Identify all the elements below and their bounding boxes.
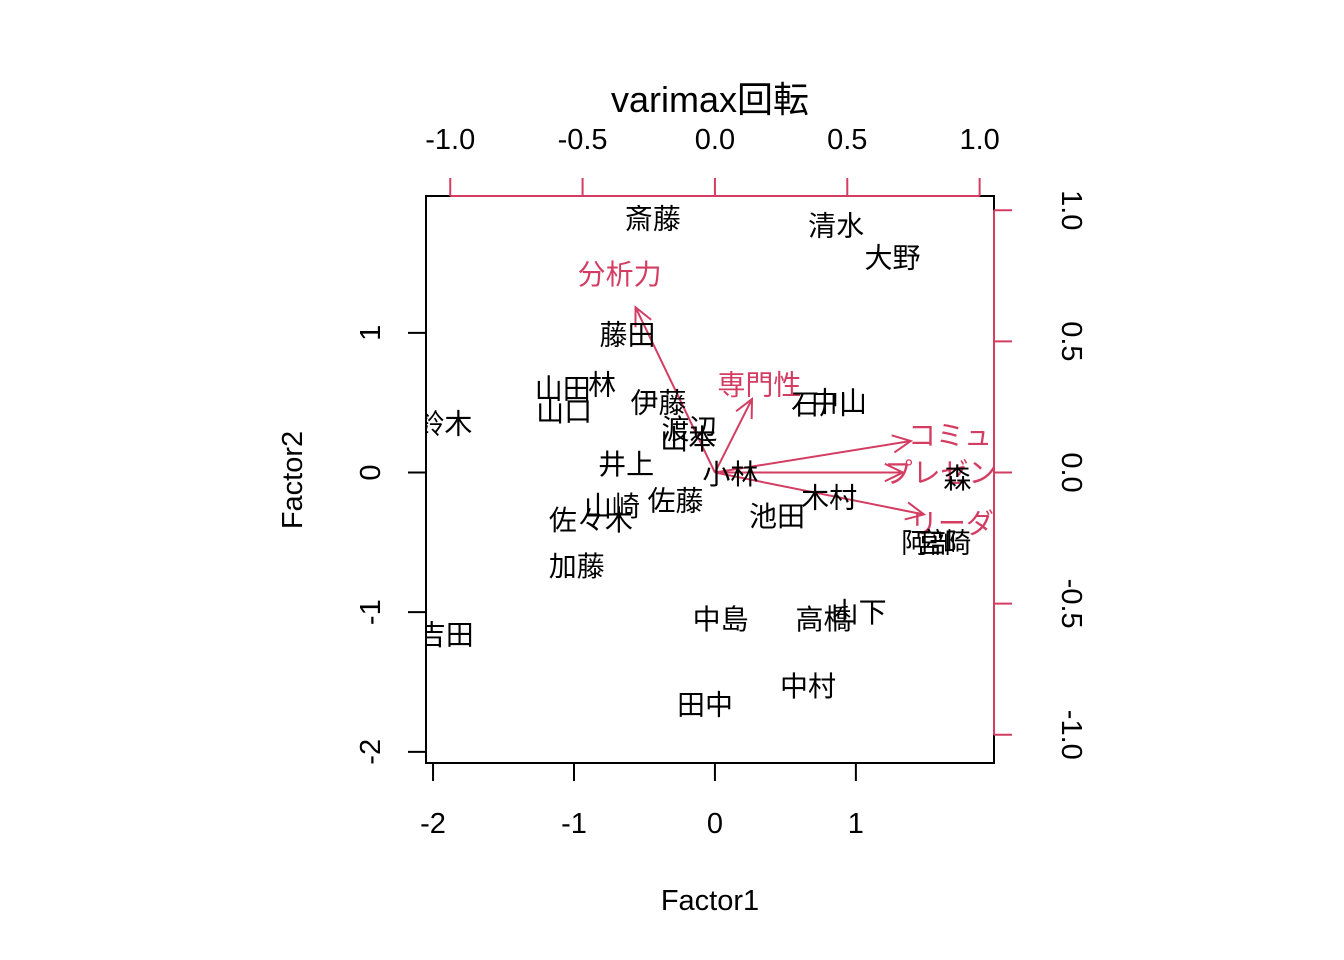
axes-layer: -2 -1 0 1 -2 -1 0 1 -1.0 -0.5 0.0 0.5 1.0 -1.0 -0.5 0.0… <box>355 124 1087 840</box>
point-label: 石川 <box>791 388 847 421</box>
point-label: 伊藤 <box>631 387 687 420</box>
point-label: 加藤 <box>549 550 605 583</box>
top-tick-label: 0.5 <box>827 124 867 156</box>
x-axis-label: Factor1 <box>661 885 759 917</box>
top-tick-label: 1.0 <box>959 124 999 156</box>
y-tick-label: -2 <box>355 739 387 765</box>
point-label: 池田 <box>749 500 805 533</box>
loading-arrowhead <box>634 305 652 328</box>
x-tick-label: -2 <box>420 808 446 840</box>
point-label: 藤田 <box>600 318 656 351</box>
point-label: 清水 <box>808 209 864 242</box>
right-tick-label: -1.0 <box>1055 710 1087 760</box>
point-label: 中村 <box>780 670 836 703</box>
point-label: 山崎 <box>584 490 640 523</box>
loading-arrow <box>634 306 716 473</box>
loading-label: 分析力 <box>578 258 662 291</box>
right-tick-label: 1.0 <box>1055 190 1087 230</box>
right-tick-label: -0.5 <box>1055 579 1087 629</box>
point-label: 山田 <box>535 373 591 406</box>
point-label: 小林 <box>702 458 758 491</box>
point-label: 中山 <box>811 385 867 418</box>
loading-label: プレゼン <box>884 457 996 490</box>
point-label: 佐々木 <box>549 504 633 537</box>
point-label: 山口 <box>536 395 592 428</box>
right-tick-label: 0.5 <box>1055 321 1087 361</box>
point-label: 井上 <box>598 448 654 481</box>
y-axis-label: Factor2 <box>277 431 309 529</box>
point-label: 田中 <box>677 688 733 721</box>
point-label: 森 <box>943 462 971 495</box>
point-label: 阿部 <box>901 526 957 559</box>
point-label: 鈴木 <box>416 408 472 441</box>
right-tick-label: 0.0 <box>1055 452 1087 492</box>
chart-title: varimax回転 <box>611 79 809 120</box>
loading-label: コミュ <box>908 419 992 452</box>
loading-arrowhead <box>891 434 914 454</box>
loading-arrow <box>714 398 753 473</box>
loading-arrowhead <box>904 501 927 521</box>
loading-label: 専門性 <box>717 368 801 401</box>
loading-arrowhead <box>884 462 906 483</box>
point-label: 木村 <box>801 482 857 515</box>
point-label: 佐藤 <box>647 484 703 517</box>
top-tick-label: 0.0 <box>695 124 735 156</box>
top-tick-label: -0.5 <box>558 124 608 156</box>
point-label: 宮崎 <box>915 526 971 559</box>
point-label: 山下 <box>831 596 887 629</box>
loading-arrowhead <box>735 397 754 420</box>
point-label: 斎藤 <box>625 202 681 235</box>
point-label: 渡辺 <box>662 413 718 446</box>
point-label: 高橋 <box>795 603 851 636</box>
y-tick-label: 1 <box>355 325 387 341</box>
loading-arrow <box>714 440 911 474</box>
point-label: 中島 <box>693 603 749 636</box>
top-tick-label: -1.0 <box>425 124 475 156</box>
y-tick-label: -1 <box>355 599 387 625</box>
loading-arrow <box>714 471 925 516</box>
y-tick-label: 0 <box>355 464 387 480</box>
x-tick-label: 0 <box>707 808 723 840</box>
point-label: 山本 <box>660 423 716 456</box>
loading-label: リーダー <box>910 507 1022 540</box>
x-tick-label: -1 <box>561 808 587 840</box>
point-label: 大野 <box>865 241 921 274</box>
x-tick-label: 1 <box>848 808 864 840</box>
point-label: 林 <box>588 369 616 402</box>
point-label: 吉田 <box>418 619 474 652</box>
